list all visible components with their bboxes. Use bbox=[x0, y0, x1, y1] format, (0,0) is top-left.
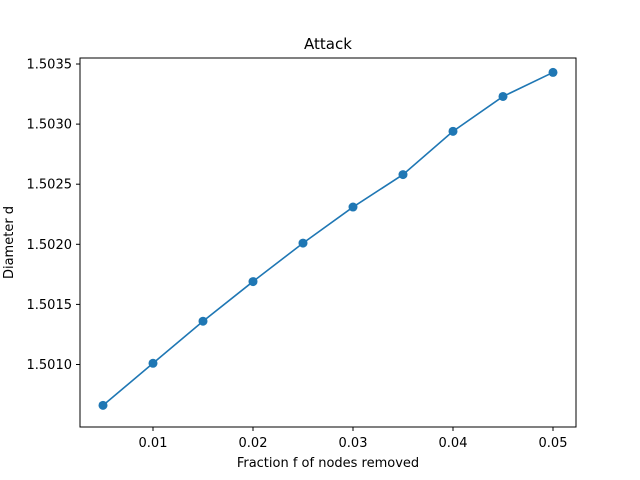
chart-title: Attack bbox=[304, 35, 352, 53]
y-tick-label: 1.5020 bbox=[27, 238, 73, 253]
x-tick-label: 0.04 bbox=[439, 436, 468, 451]
y-axis-label: Diameter d bbox=[2, 206, 17, 279]
plot-frame bbox=[79, 57, 577, 428]
x-tick-label: 0.03 bbox=[339, 436, 368, 451]
data-point bbox=[298, 238, 308, 248]
y-tick-label: 1.5035 bbox=[27, 58, 73, 73]
data-point bbox=[398, 170, 408, 180]
data-point bbox=[448, 126, 458, 136]
y-tick-label: 1.5030 bbox=[27, 118, 73, 133]
x-axis-label: Fraction f of nodes removed bbox=[237, 456, 419, 471]
data-point bbox=[98, 400, 108, 410]
y-axis: 1.5010 1.5015 1.5020 1.5025 1.5030 1.5035 bbox=[27, 58, 80, 373]
data-point bbox=[348, 202, 358, 212]
data-point bbox=[498, 91, 508, 101]
plot-area bbox=[79, 57, 577, 428]
y-tick-label: 1.5010 bbox=[27, 358, 73, 373]
data-point bbox=[548, 67, 558, 77]
y-tick-label: 1.5025 bbox=[27, 178, 73, 193]
data-point bbox=[198, 316, 208, 326]
x-tick-label: 0.01 bbox=[139, 436, 168, 451]
y-tick-label: 1.5015 bbox=[27, 298, 73, 313]
x-tick-label: 0.05 bbox=[539, 436, 568, 451]
data-point bbox=[248, 277, 258, 287]
series-line bbox=[102, 71, 554, 406]
x-tick-label: 0.02 bbox=[239, 436, 268, 451]
x-axis: 0.01 0.02 0.03 0.04 0.05 bbox=[139, 427, 568, 451]
data-point bbox=[148, 358, 158, 368]
series-group bbox=[98, 67, 558, 410]
